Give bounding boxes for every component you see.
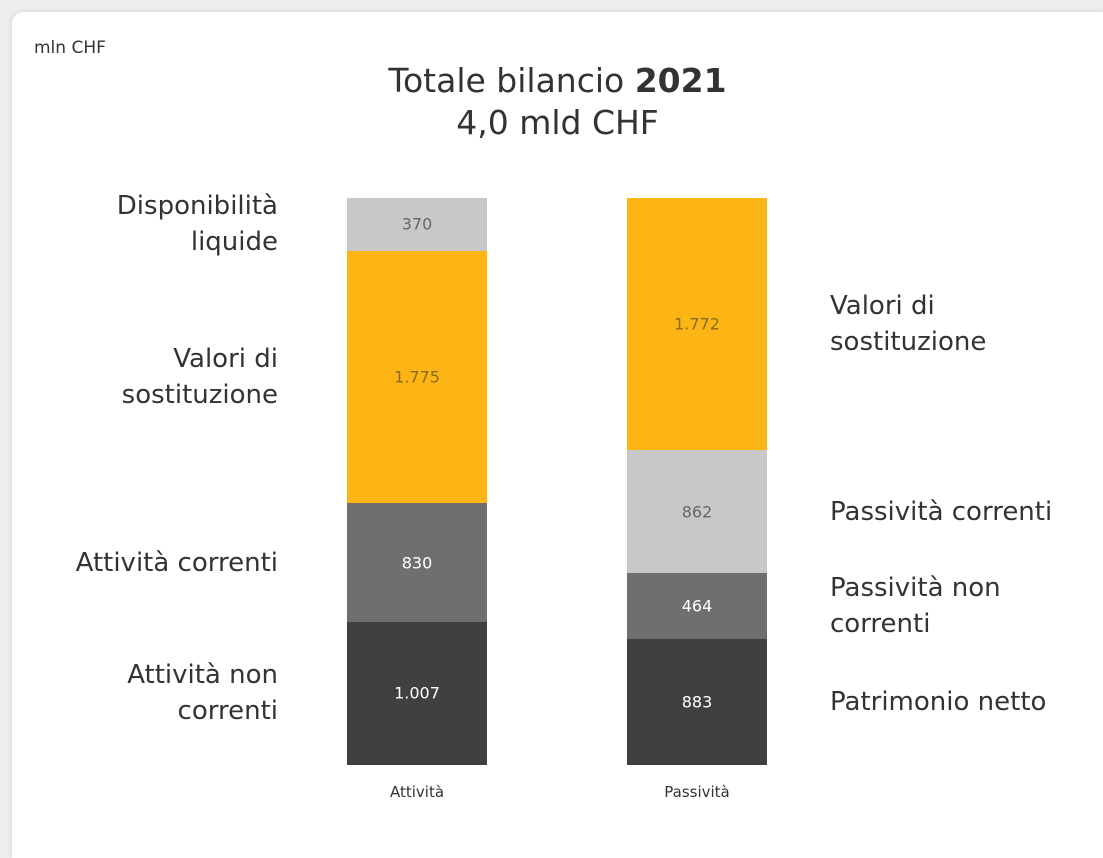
segment-label: Valori di sostituzione [830, 291, 987, 358]
segment-label: Passività non correnti [830, 573, 1001, 640]
value-label: 464 [681, 596, 713, 616]
bar-segment [627, 639, 767, 765]
segment-label: Passività correnti [830, 496, 1053, 527]
bar-segment [347, 250, 487, 504]
chart-title: Totale bilancio [388, 61, 625, 100]
bar-segment [627, 450, 767, 574]
bar-segment [347, 198, 487, 251]
segment-label: Valori di sostituzione [121, 344, 278, 411]
chart-card: mln CHF Totale bilancio 2021 4,0 mld CHF… [12, 12, 1103, 858]
value-label: 1.007 [394, 683, 440, 703]
chart-subtitle: 4,0 mld CHF [456, 103, 659, 142]
unit-label: mln CHF [34, 38, 106, 58]
segment-label: Attività non correnti [127, 660, 278, 727]
segment-label: Patrimonio netto [830, 687, 1047, 718]
title-block: Totale bilancio 2021 4,0 mld CHF [12, 60, 1103, 144]
bar-segment [347, 503, 487, 622]
x-tick-label: Passività [664, 783, 730, 801]
bar-segment [627, 198, 767, 451]
value-label: 883 [681, 692, 713, 712]
segment-label: Attività correnti [75, 547, 278, 578]
value-label: 370 [401, 214, 433, 234]
title-emphasis: 2021 [634, 61, 727, 100]
x-tick-label: Attività [389, 783, 445, 801]
bar-segment [347, 621, 487, 765]
value-label: 862 [681, 502, 713, 522]
value-label: 1.772 [674, 314, 720, 334]
value-label: 830 [401, 553, 433, 573]
segment-label: Disponibilità liquide [116, 191, 278, 258]
value-label: 1.775 [394, 367, 440, 387]
bar-segment [627, 573, 767, 640]
